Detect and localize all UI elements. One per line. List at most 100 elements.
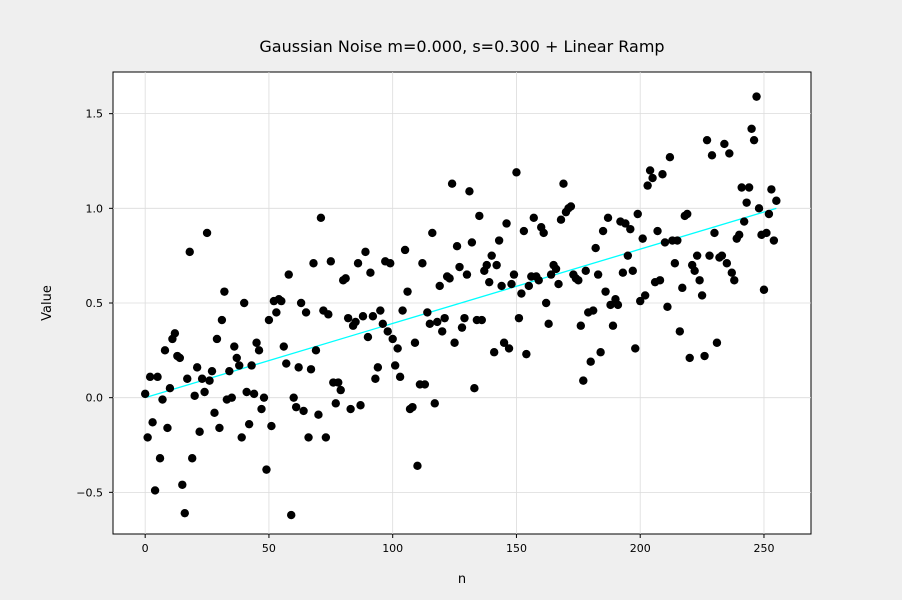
data-point [309, 259, 318, 268]
data-point [487, 251, 496, 260]
data-point [296, 298, 306, 308]
data-point [640, 291, 650, 300]
data-point [660, 238, 670, 247]
data-point [358, 312, 368, 321]
data-point [378, 319, 387, 329]
y-tick-label: 0.5 [86, 297, 104, 310]
data-point [514, 313, 524, 323]
y-tick-label: 1.5 [86, 108, 104, 121]
data-point [331, 399, 340, 408]
data-point [707, 151, 717, 160]
data-point [497, 281, 506, 291]
data-point [430, 399, 439, 408]
data-point [343, 313, 353, 323]
data-point [262, 465, 271, 474]
data-point [145, 372, 155, 382]
data-point [499, 338, 509, 347]
data-point [769, 236, 779, 245]
data-point [249, 389, 259, 399]
data-point [287, 510, 296, 520]
data-point [628, 266, 637, 276]
data-point [551, 264, 561, 274]
data-point [675, 327, 685, 336]
data-point [232, 353, 241, 363]
data-point [398, 306, 407, 315]
data-point [304, 433, 313, 442]
data-point [244, 419, 254, 429]
data-point [257, 404, 266, 414]
data-point [663, 302, 672, 311]
data-point [314, 410, 323, 419]
data-point [739, 217, 749, 226]
data-point [210, 408, 219, 418]
data-point [522, 349, 531, 359]
data-point [170, 329, 180, 338]
y-tick-label: 1.0 [86, 202, 104, 215]
x-tick-label: 50 [262, 542, 276, 555]
data-point [749, 135, 759, 145]
data-point [205, 376, 214, 385]
data-point [601, 287, 610, 296]
data-point [517, 289, 526, 298]
data-point [311, 346, 321, 355]
data-point [519, 226, 529, 236]
data-point [160, 346, 170, 355]
data-point [252, 338, 261, 347]
data-point [772, 196, 781, 205]
data-point [267, 421, 276, 431]
data-point [158, 395, 167, 404]
data-point [428, 228, 437, 238]
data-point [546, 270, 556, 279]
data-point [153, 372, 162, 382]
data-point [593, 270, 603, 279]
data-point [710, 228, 719, 238]
data-point [744, 183, 754, 192]
data-point [462, 270, 472, 279]
data-point [700, 351, 709, 361]
data-point [512, 168, 521, 177]
data-point [586, 357, 595, 366]
data-point [655, 276, 665, 285]
data-point [465, 187, 474, 196]
data-point [475, 211, 484, 221]
data-point [341, 274, 350, 283]
data-point [455, 262, 464, 272]
data-point [566, 202, 576, 211]
data-point [291, 402, 301, 412]
data-point [324, 310, 333, 319]
data-point [529, 213, 538, 222]
data-point [272, 308, 281, 317]
data-point [140, 389, 150, 399]
data-point [440, 313, 449, 323]
data-point [403, 287, 412, 296]
data-point [725, 149, 734, 158]
data-point [155, 454, 165, 463]
y-tick-label: −0.5 [76, 486, 103, 499]
data-point [591, 243, 600, 253]
data-point [259, 393, 269, 402]
data-point [185, 247, 194, 257]
data-point [202, 228, 212, 238]
data-point [390, 361, 400, 370]
data-point [143, 433, 152, 442]
data-point [727, 268, 736, 277]
data-point [507, 279, 516, 289]
data-point [230, 342, 239, 351]
data-point [150, 486, 160, 495]
data-point [559, 179, 568, 188]
data-point [574, 276, 583, 285]
data-point [636, 296, 645, 306]
data-point [626, 224, 635, 234]
data-point [722, 259, 732, 268]
x-tick-label: 250 [753, 542, 774, 555]
data-point [247, 361, 256, 370]
data-point [705, 251, 714, 260]
data-point [195, 427, 204, 436]
data-point [717, 251, 727, 260]
data-point [408, 402, 417, 412]
data-point [237, 433, 246, 442]
data-point [321, 433, 331, 442]
data-point [554, 279, 563, 289]
data-point [576, 321, 586, 330]
data-point [658, 170, 667, 179]
